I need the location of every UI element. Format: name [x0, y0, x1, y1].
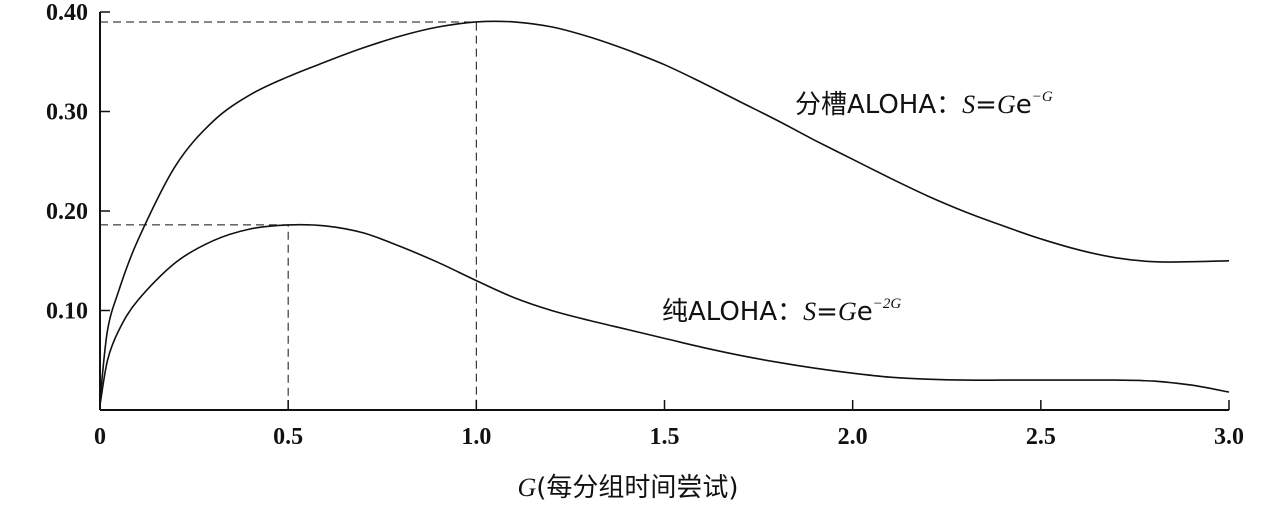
x-axis-title-text: (每分组时间尝试)	[536, 473, 738, 503]
x-tick-label: 1.5	[650, 424, 680, 450]
x-tick-label: 3.0	[1214, 424, 1244, 450]
x-tick-label: 0	[94, 424, 106, 450]
x-ticks: 0 0.5 1.0 1.5 2.0 2.5 3.0	[94, 400, 1244, 450]
pure-aloha-label-e: e	[857, 297, 873, 327]
x-axis-title: G(每分组时间尝试)	[517, 473, 738, 503]
axes	[99, 12, 1229, 411]
x-tick-label: 0.5	[273, 424, 303, 450]
pure-aloha-label-prefix: 纯ALOHA：	[662, 297, 803, 327]
slotted-aloha-label-s: S	[962, 90, 975, 119]
pure-aloha-label-exp: −2G	[873, 296, 902, 312]
slotted-aloha-label: 分槽ALOHA：S=Ge−G	[795, 89, 1053, 120]
pure-aloha-label-g: G	[838, 297, 857, 326]
x-axis-title-var: G	[517, 473, 536, 502]
series-lines	[99, 20, 1230, 406]
peak-reference-line	[100, 224, 289, 410]
slotted-aloha-label-prefix: 分槽ALOHA：	[795, 90, 962, 120]
y-tick-label: 0.40	[46, 0, 88, 26]
x-tick-label: 2.5	[1026, 424, 1056, 450]
y-tick-label: 0.20	[46, 199, 88, 225]
pure-aloha-label-eq: =	[816, 297, 838, 327]
y-ticks: 0.10 0.20 0.30 0.40	[46, 0, 110, 325]
y-tick-label: 0.10	[46, 299, 88, 325]
pure-aloha-label: 纯ALOHA：S=Ge−2G	[662, 296, 901, 327]
slotted-aloha-label-e: e	[1016, 90, 1032, 120]
pure-aloha-label-s: S	[803, 297, 816, 326]
slotted-aloha-label-exp: −G	[1032, 89, 1053, 105]
y-tick-label: 0.30	[46, 100, 88, 126]
x-tick-label: 1.0	[461, 424, 491, 450]
reference-lines	[100, 21, 477, 410]
slotted-aloha-label-g: G	[997, 90, 1016, 119]
pure-aloha-curve	[99, 223, 1230, 406]
slotted-aloha-curve	[99, 20, 1230, 401]
slotted-aloha-label-eq: =	[975, 90, 997, 120]
x-tick-label: 2.0	[838, 424, 868, 450]
